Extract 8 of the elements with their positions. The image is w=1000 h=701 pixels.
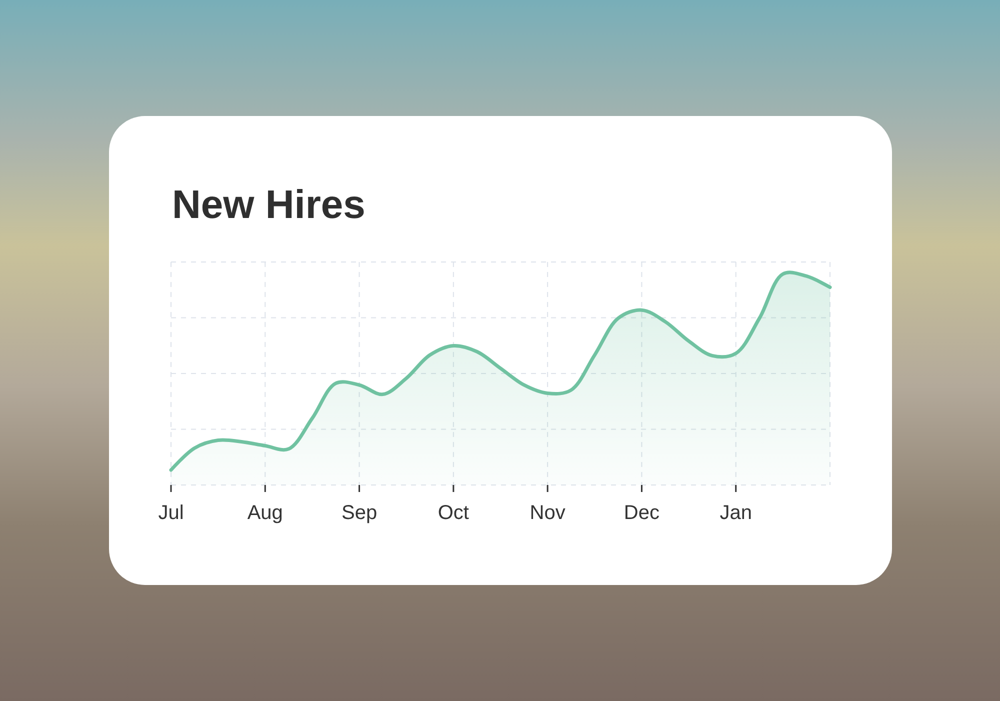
x-tick-label: Dec (624, 502, 660, 524)
x-tick-label: Jan (720, 502, 752, 524)
x-tick-label: Sep (341, 502, 378, 524)
chart-title: New Hires (172, 183, 366, 227)
x-tick-label: Oct (438, 502, 470, 524)
x-tick-label: Aug (247, 502, 283, 524)
x-tick-label: Nov (530, 502, 566, 524)
x-tick-label: Jul (158, 502, 184, 524)
